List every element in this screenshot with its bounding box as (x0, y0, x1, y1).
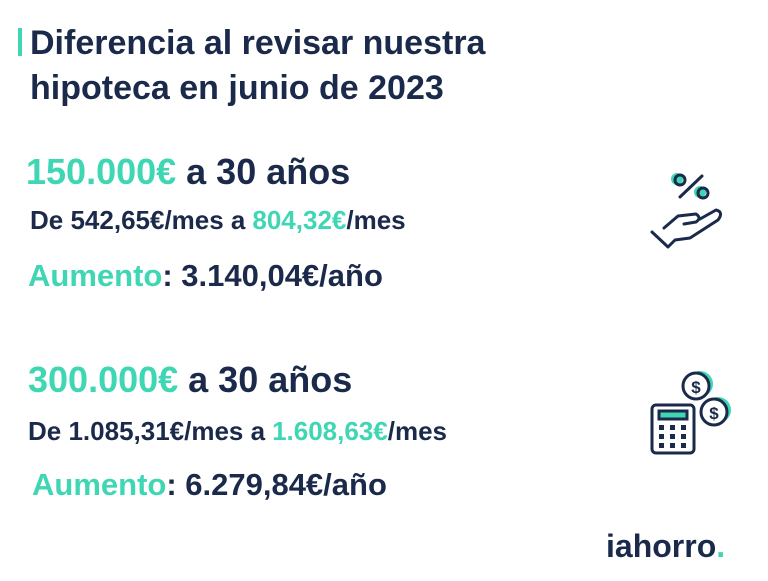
svg-text:$: $ (691, 378, 701, 397)
from-text: De 542,65€/mes a (30, 205, 246, 235)
payment-line: De 542,65€/mes a 804,32€/mes (30, 205, 406, 235)
increase-label: Aumento (32, 467, 166, 502)
amount: 300.000€ (28, 359, 178, 400)
title-line: Diferencia al revisar nuestra (30, 24, 487, 62)
to-amount: 1.608,63€ (272, 416, 388, 446)
logo-name: iahorro (606, 528, 716, 564)
title-accent (18, 28, 22, 56)
svg-text:$: $ (709, 404, 719, 423)
to-unit: /mes (346, 205, 405, 235)
logo: iahorro. (606, 528, 725, 564)
increase-line: Aumento: 3.140,04€/año (28, 258, 383, 293)
term: a 30 años (188, 359, 352, 400)
logo-dot: . (716, 528, 725, 564)
title-line: hipoteca en junio de 2023 (30, 69, 444, 107)
increase-value: : 6.279,84€/año (166, 467, 387, 502)
heading: 150.000€ a 30 años (26, 151, 350, 192)
term: a 30 años (186, 151, 350, 192)
increase-label: Aumento (28, 258, 162, 293)
increase-line: Aumento: 6.279,84€/año (32, 467, 387, 502)
increase-value: : 3.140,04€/año (162, 258, 383, 293)
heading: 300.000€ a 30 años (28, 359, 352, 400)
to-unit: /mes (388, 416, 447, 446)
hand-percent-icon (650, 173, 723, 249)
from-text: De 1.085,31€/mes a (28, 416, 266, 446)
payment-line: De 1.085,31€/mes a 1.608,63€/mes (28, 416, 447, 446)
amount: 150.000€ (26, 151, 176, 192)
calculator-coins-icon: $ $ (650, 371, 731, 455)
to-amount: 804,32€ (252, 205, 346, 235)
